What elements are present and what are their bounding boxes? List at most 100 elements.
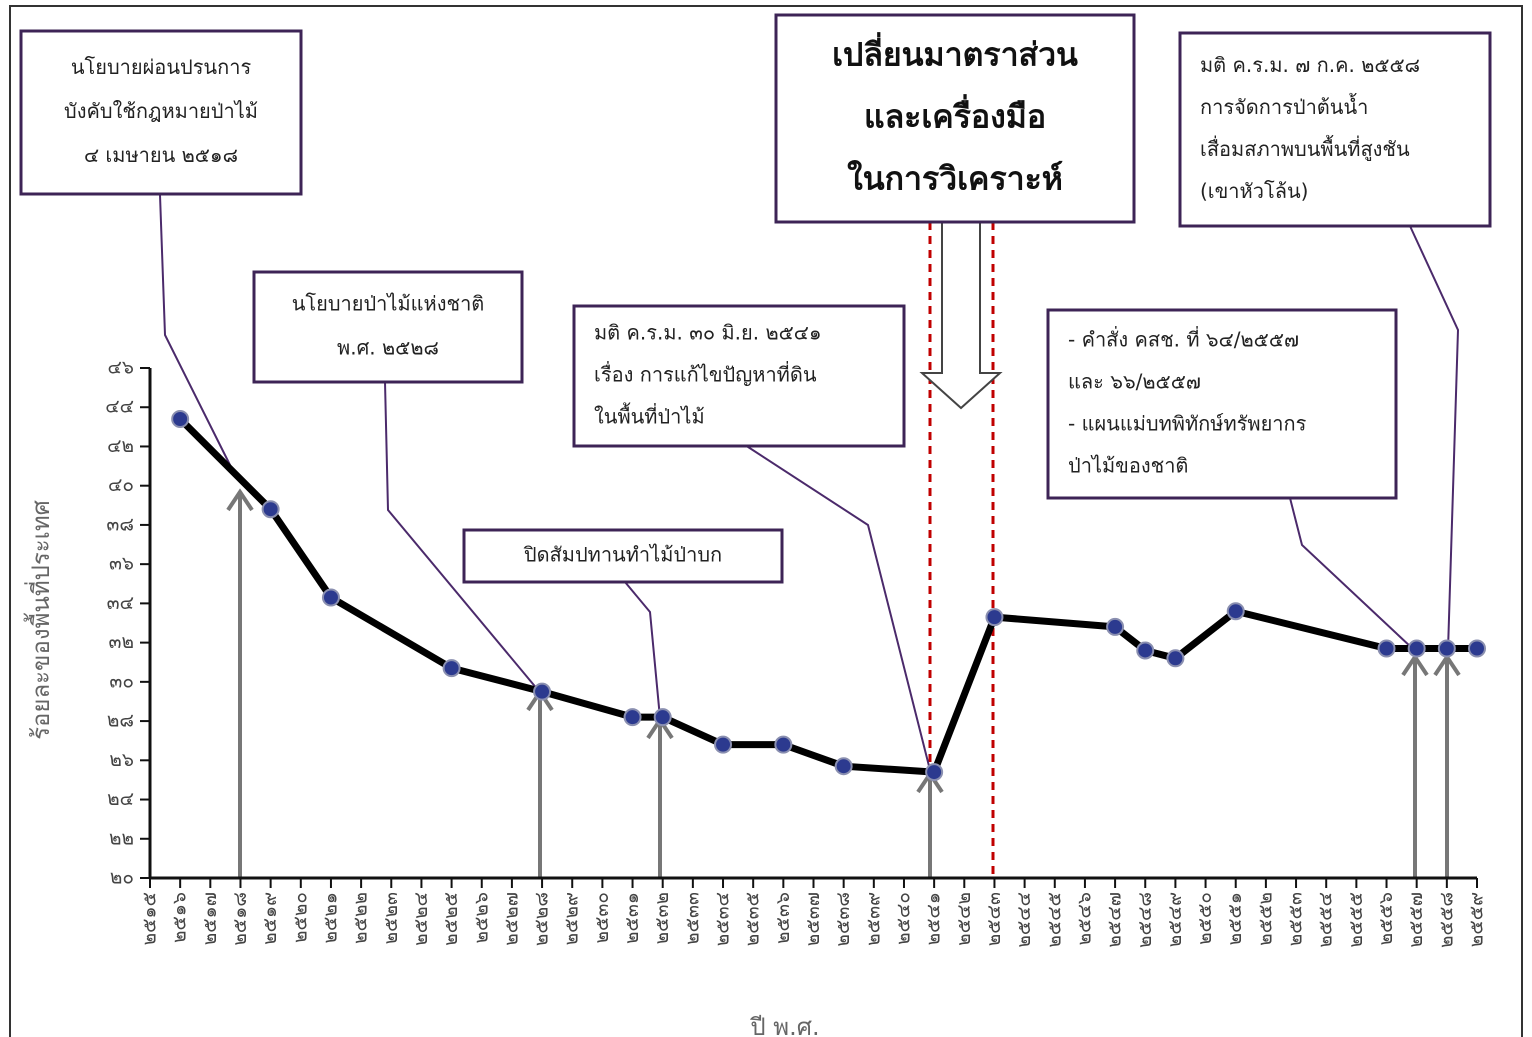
annotation-text: (เขาหัวโล้น) (1200, 179, 1308, 203)
x-tick-label: ๒๕๔๔ (1013, 892, 1035, 948)
guides (159, 194, 1461, 878)
x-tick-label: ๒๕๑๙ (259, 892, 281, 945)
x-tick-label: ๒๕๓๔ (712, 892, 734, 946)
x-tick-label: ๒๕๕๐ (1194, 892, 1216, 945)
data-point (925, 763, 944, 782)
y-tick-label: ๓๔ (107, 592, 134, 614)
y-tick-label: ๒๖ (109, 749, 134, 771)
y-tick-label: ๓๖ (109, 553, 134, 575)
connector (1289, 497, 1413, 649)
annotation-text: ในการวิเคราะห์ (847, 160, 1063, 198)
x-tick-label: ๒๕๓๐ (591, 892, 613, 944)
event-arrow (646, 716, 674, 878)
scale-arrow (919, 215, 1003, 410)
annotation-text: การจัดการป่าต้นน้ำ (1200, 93, 1368, 119)
annotation-text: และเครื่องมือ (864, 94, 1046, 136)
data-point (985, 608, 1004, 627)
x-tick-label: ๒๕๒๗ (500, 892, 522, 946)
x-tick-label: ๒๕๑๕ (139, 892, 161, 945)
x-tick-label: ๒๕๓๗ (802, 892, 824, 946)
data-point (442, 659, 461, 678)
y-tick-label: ๒๘ (107, 710, 134, 732)
annotation-text: นโยบายป่าไม้แห่งชาติ (292, 292, 485, 316)
x-tick-label: ๒๕๕๑ (1224, 892, 1246, 945)
data-point (653, 708, 672, 727)
data-point (171, 410, 190, 428)
annotation-text: บังคับใช้กฎหมายป่าไม้ (64, 99, 258, 123)
y-axis-label: ร้อยละของพื้นที่ประเทศ (23, 500, 55, 740)
x-tick-label: ๒๕๔๘ (1134, 892, 1156, 948)
y-tick-label: ๔๒ (107, 435, 134, 457)
annotation-text: - คำสั่ง คสช. ที่ ๖๔/๒๕๕๗ (1068, 326, 1299, 352)
y-tick-label: ๔๔ (105, 396, 134, 418)
x-tick-label: ๒๕๒๖ (470, 892, 492, 944)
x-tick-label: ๒๕๓๕ (742, 892, 764, 946)
annotation-text: ในพื้นที่ป่าไม้ (594, 403, 705, 429)
data-point (714, 735, 733, 754)
x-tick-label: ๒๕๔๓ (983, 892, 1005, 946)
annotation-text: เรื่อง การแก้ไขปัญหาที่ดิน (594, 361, 817, 387)
annotation-box (19, 29, 303, 196)
x-tick-label: ๒๕๔๒ (953, 892, 975, 946)
x-tick-label: ๒๕๕๘ (1435, 892, 1457, 948)
data-point (1106, 617, 1125, 636)
y-tick-label: ๓๘ (106, 513, 134, 535)
x-tick-label: ๒๕๒๔ (410, 892, 432, 946)
connector (159, 194, 236, 476)
x-tick-label: ๒๕๒๒ (350, 892, 372, 944)
data-point (1166, 649, 1185, 668)
annotation-text: และ ๖๖/๒๕๕๗ (1068, 370, 1201, 394)
x-tick-label: ๒๕๓๑ (621, 892, 643, 944)
x-tick-label: ๒๕๑๘ (229, 892, 251, 946)
x-tick-label: ๒๕๔๗ (1104, 892, 1126, 948)
x-tick-label: ๒๕๕๕ (1345, 892, 1367, 948)
y-tick-label: ๓๐ (109, 670, 134, 692)
x-tick-label: ๒๕๔๐ (892, 892, 914, 945)
annotation-text: ป่าไม้ของชาติ (1068, 454, 1188, 478)
annotation-text: นโยบายผ่อนปรนการ (71, 55, 252, 79)
annotation-box (774, 13, 1136, 224)
x-tick-label: ๒๕๑๗ (199, 892, 221, 945)
data-point (1226, 602, 1245, 621)
annotation-box (462, 528, 784, 584)
annotation-text: - แผนแม่บทพิทักษ์ทรัพยากร (1068, 412, 1307, 436)
data-point (774, 735, 793, 754)
data-point (1468, 639, 1486, 658)
x-tick-label: ๒๕๓๘ (832, 892, 854, 947)
x-tick-label: ๒๕๒๕ (440, 892, 462, 946)
x-tick-label: ๒๕๕๙ (1466, 892, 1488, 947)
event-arrow (1433, 653, 1461, 878)
x-tick-label: ๒๕๕๒ (1254, 892, 1276, 946)
data-point (834, 757, 853, 776)
data-point (1136, 641, 1155, 660)
x-tick-label: ๒๕๕๗ (1405, 892, 1427, 948)
x-tick-label: ๒๕๓๙ (862, 892, 884, 946)
annotation-text: พ.ศ. ๒๕๒๘ (337, 336, 439, 360)
x-tick-label: ๒๕๕๔ (1315, 892, 1337, 948)
data-point (321, 588, 340, 607)
data-point (1407, 639, 1426, 658)
x-tick-label: ๒๕๔๕ (1043, 892, 1065, 948)
annotation-text: มติ ค.ร.ม. ๓๐ มิ.ย. ๒๕๔๑ (594, 321, 822, 345)
x-tick-label: ๒๕๕๓ (1285, 892, 1307, 946)
data-point (623, 708, 642, 727)
connector (624, 581, 661, 719)
x-tick-label: ๒๕๒๓ (380, 892, 402, 944)
annotation-text: ๔ เมษายน ๒๕๑๘ (84, 143, 238, 167)
frame (9, 5, 1523, 1037)
annotation-text: เปลี่ยนมาตราส่วน (832, 32, 1078, 74)
x-tick-label: ๒๕๑๖ (169, 892, 191, 943)
annotation-text: ปิดสัมปทานทำไม้ป่าบก (524, 543, 723, 567)
data-point (1377, 639, 1396, 658)
y-tick-label: ๒๐ (110, 867, 134, 889)
annotation-box (1046, 308, 1398, 500)
data-point (533, 682, 552, 701)
x-tick-label: ๒๕๔๖ (1073, 892, 1095, 945)
annotation-box (572, 304, 906, 448)
x-axis-label: ปี พ.ศ. (749, 1013, 819, 1037)
y-tick-label: ๔๖ (108, 357, 134, 379)
y-tick-label: ๓๒ (108, 631, 134, 653)
x-tick-label: ๒๕๓๖ (772, 892, 794, 944)
event-arrow (1401, 653, 1429, 878)
